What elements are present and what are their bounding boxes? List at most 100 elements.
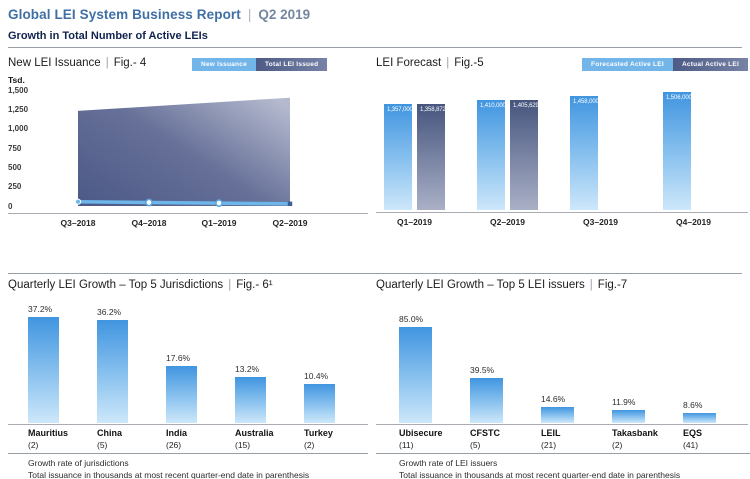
issuance-legend: New Issuance Total LEI Issued [192,58,328,71]
panel-fig-label: Fig.-5 [454,57,484,69]
actual-active-lei-bar: 1,405,629 [510,99,539,210]
growth-bar [97,319,128,423]
panel-fig-label: Fig.- 6¹ [236,279,273,291]
growth-bar [541,406,574,423]
panel-title-separator: | [446,57,450,69]
panel-title-text: LEI Forecast [376,57,442,69]
category-count-label: (2) [612,440,623,450]
issuance-plot: Tsd. 1,500 1,250 1,000 750 500 250 0 Q3–2018 Q4–2… [8,75,368,229]
caption-divider [376,453,750,454]
report-subtitle: Growth in Total Number of Active LEIs [8,30,208,42]
y-axis-unit-label: Tsd. [8,75,25,85]
x-axis-line [8,424,368,425]
issuance-area-chart [74,97,293,207]
category-label: Australia [235,428,274,438]
growth-bar [166,366,197,423]
x-axis-label: Q4–2019 [676,217,711,227]
growth-bar [304,384,335,423]
category-label: China [97,428,123,438]
top-charts-row: New LEI Issuance | Fig.- 4 New Issuance To… [8,57,750,229]
issuers-plot: 85.0% Ubisecure (11) 39.5% CFSTC (5) 14.6% LEIL… [376,301,750,453]
y-axis-tick: 1,250 [8,104,29,114]
y-axis-tick: 750 [8,143,22,153]
category-count-label: (15) [235,440,251,450]
category-label: India [166,428,188,438]
growth-bar [28,317,59,423]
forecasted-active-lei-bar: 1,410,000 [477,99,506,210]
growth-bar [612,409,645,423]
bar-percent-label: 37.2% [28,304,53,314]
panel-title-separator: | [105,57,109,69]
panel-lei-forecast: LEI Forecast | Fig.-5 Forecasted Active LE… [376,57,750,229]
growth-bar [683,413,716,423]
category-count-label: (41) [683,440,699,450]
x-axis-line [376,212,748,213]
category-label: Turkey [304,428,333,438]
panel-top5-jurisdictions: Quarterly LEI Growth – Top 5 Jurisdictio… [8,279,368,479]
issuance-title: New LEI Issuance | Fig.- 4 [8,57,368,75]
legend-forecasted-active-lei: Forecasted Active LEI [582,58,673,71]
jurisdictions-title: Quarterly LEI Growth – Top 5 Jurisdictio… [8,279,368,297]
jurisdictions-plot: 37.2% Mauritius (2) 36.2% China (5) 17.6% India… [8,301,368,453]
panel-title-text: Quarterly LEI Growth – Top 5 Jurisdictio… [8,279,224,291]
report-header: Global LEI System Business Report | Q2 201… [0,0,750,42]
caption-divider [8,453,368,454]
bar-value-label: 1,410,000 [480,102,506,109]
category-label: EQS [683,428,703,438]
bar-percent-label: 11.9% [612,396,636,407]
caption-line: Total issuance in thousands at most rece… [28,469,310,479]
x-axis-label: Q3–2019 [583,217,618,227]
x-axis-label: Q1–2019 [397,217,432,227]
growth-bar [470,378,503,423]
category-count-label: (5) [97,440,108,450]
issuers-title: Quarterly LEI Growth – Top 5 LEI issuers… [376,279,750,297]
category-label: Mauritius [28,428,69,438]
bar-value-label: 1,458,000 [573,98,599,105]
x-axis-label: Q3–2018 [60,218,96,228]
legend-actual-active-lei: Actual Active LEI [672,58,749,71]
x-axis-line [8,213,368,214]
bar-percent-label: 13.2% [235,364,260,374]
report-title-line: Global LEI System Business Report | Q2 201… [8,6,742,24]
report-period: Q2 2019 [258,7,311,22]
panel-fig-label: Fig.- 4 [113,57,147,69]
bar-percent-label: 14.6% [541,393,566,404]
bar-percent-label: 39.5% [470,365,495,376]
bar-value-label: 1,358,872 [420,106,446,113]
forecast-legend: Forecasted Active LEI Actual Active LEI [582,58,749,71]
y-axis-tick: 0 [8,201,13,211]
bottom-charts-row: Quarterly LEI Growth – Top 5 Jurisdictio… [8,279,750,479]
panel-title-text: Quarterly LEI Growth – Top 5 LEI issuers [376,279,585,291]
growth-bar [399,327,432,423]
bar-value-label: 1,405,629 [513,102,539,109]
panel-fig-label: Fig.-7 [597,279,628,291]
header-divider [8,47,742,48]
legend-new-issuance: New Issuance [192,58,256,71]
x-axis-label: Q1–2019 [201,218,237,228]
panel-title-separator: | [589,279,593,291]
legend-total-lei-issued: Total LEI Issued [256,58,328,71]
mid-divider [8,273,742,274]
growth-bar [235,377,266,423]
forecasted-active-lei-bar: 1,357,000 [384,103,413,210]
category-count-label: (2) [304,440,315,450]
line-marker-start [74,198,82,205]
actual-active-lei-bar: 1,358,872 [417,103,446,210]
line-marker-end [287,201,293,206]
line-marker [215,199,223,207]
x-axis-line [376,424,748,425]
y-axis-tick: 1,500 [8,85,29,95]
report-title: Global LEI System Business Report [8,7,241,22]
total-lei-issued-area [78,97,290,206]
category-count-label: (5) [470,440,481,450]
forecast-plot: 1,357,000 1,358,872 Q1–2019 1,410,000 1,405,… [376,79,750,229]
new-issuance-line [77,199,291,206]
y-axis-tick: 500 [8,162,22,172]
line-marker [145,198,153,207]
caption-line: Growth rate of jurisdictions [28,458,129,468]
bar-value-label: 1,506,000 [666,95,692,101]
category-label: LEIL [541,428,561,438]
x-axis-label: Q2–2019 [272,218,308,228]
x-axis-label: Q2–2019 [490,217,525,227]
